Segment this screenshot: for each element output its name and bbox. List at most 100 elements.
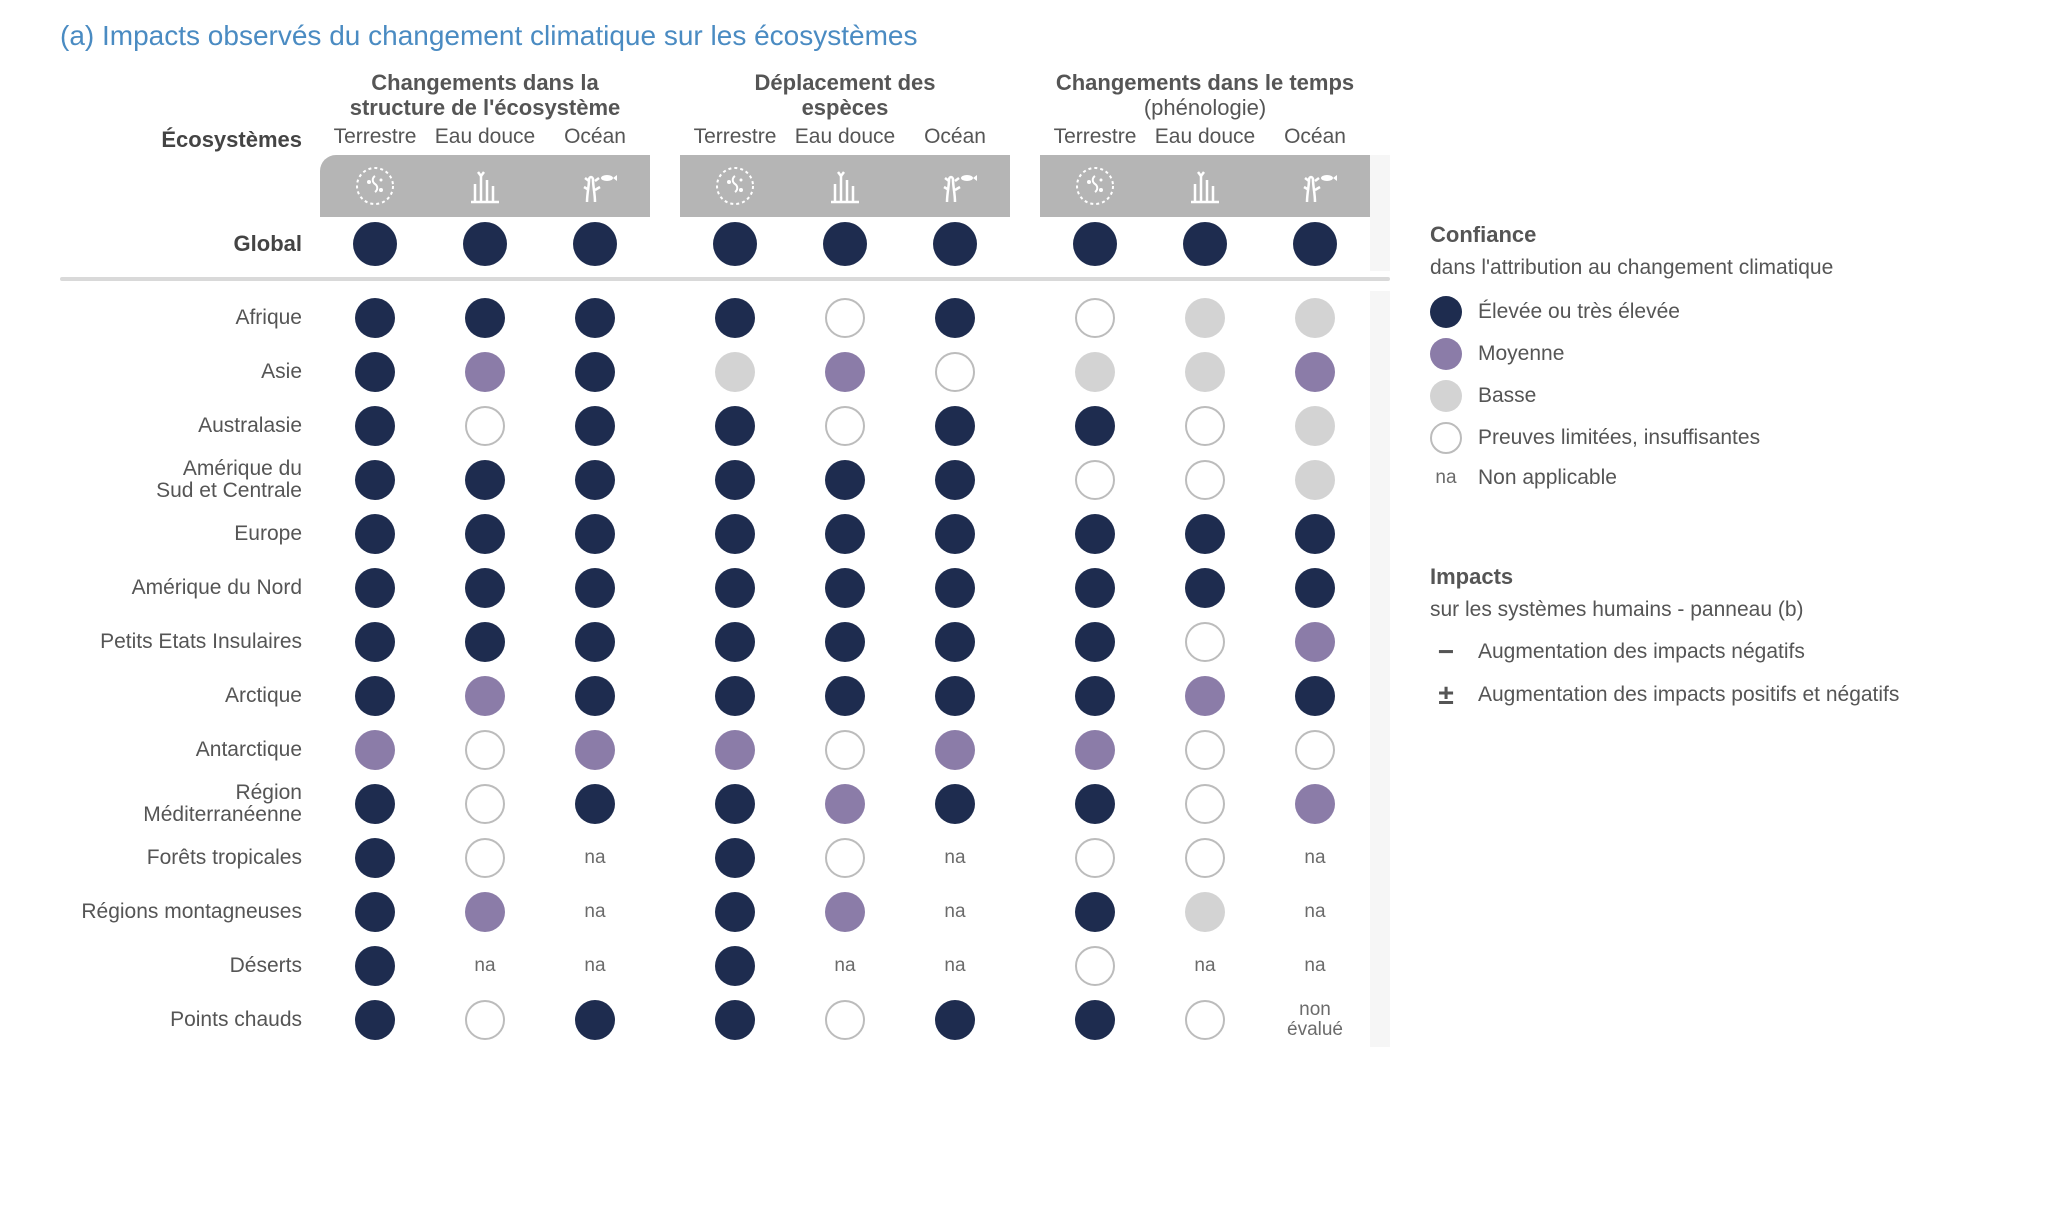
matrix-cell	[1260, 777, 1370, 831]
matrix-cell	[540, 669, 650, 723]
matrix-cell	[1150, 831, 1260, 885]
matrix-cell: na	[1260, 939, 1370, 993]
matrix-cell	[1040, 507, 1150, 561]
matrix-cell	[900, 507, 1010, 561]
legend-impacts: Impacts sur les systèmes humains - panne…	[1430, 562, 2001, 709]
matrix-cell	[790, 399, 900, 453]
legend-row: naNon applicable	[1430, 464, 2001, 492]
matrix-cell	[430, 291, 540, 345]
freshwater-icon	[430, 155, 540, 217]
matrix-cell	[790, 615, 900, 669]
matrix-cell: na	[540, 831, 650, 885]
matrix-cell	[320, 399, 430, 453]
matrix-cell	[540, 453, 650, 507]
matrix-cell	[1040, 291, 1150, 345]
matrix-cell	[540, 399, 650, 453]
matrix-cell	[790, 993, 900, 1047]
subcol-header: Océan	[1260, 125, 1370, 155]
freshwater-icon	[1150, 155, 1260, 217]
matrix-cell	[680, 831, 790, 885]
matrix-cell	[1150, 453, 1260, 507]
matrix-cell: na	[1150, 939, 1260, 993]
matrix-cell	[1260, 217, 1370, 271]
legend-items: Élevée ou très élevéeMoyenneBassePreuves…	[1430, 296, 2001, 492]
matrix-cell	[680, 939, 790, 993]
matrix-cell	[680, 291, 790, 345]
matrix-cell	[320, 453, 430, 507]
matrix-cell: na	[1260, 831, 1370, 885]
row-label: Forêts tropicales	[60, 847, 320, 869]
terrestrial-icon	[1040, 155, 1150, 217]
row-label: Asie	[60, 361, 320, 383]
matrix-cell	[1040, 615, 1150, 669]
matrix-cell	[790, 291, 900, 345]
matrix-cell	[900, 291, 1010, 345]
legend-impacts-sub: sur les systèmes humains - panneau (b)	[1430, 596, 2001, 624]
matrix-cell	[540, 217, 650, 271]
matrix-cell	[900, 993, 1010, 1047]
legend-label: Non applicable	[1478, 464, 1617, 492]
matrix-cell	[1150, 669, 1260, 723]
matrix: Changements dans lastructure de l'écosys…	[60, 70, 1390, 1047]
matrix-cell	[320, 939, 430, 993]
matrix-cell	[430, 507, 540, 561]
matrix-cell	[1040, 723, 1150, 777]
matrix-cell	[430, 777, 540, 831]
matrix-cell	[320, 615, 430, 669]
impact-label: Augmentation des impacts positifs et nég…	[1478, 681, 1899, 709]
matrix-cell	[900, 399, 1010, 453]
legend-confidence-title: Confiance	[1430, 220, 2001, 250]
matrix-cell	[1150, 993, 1260, 1047]
matrix-cell	[1150, 615, 1260, 669]
group-title: Changements dans lastructure de l'écosys…	[320, 70, 650, 125]
matrix-cell	[320, 777, 430, 831]
matrix-cell: na	[540, 939, 650, 993]
legend: Confiance dans l'attribution au changeme…	[1430, 70, 2001, 1047]
legend-label: Preuves limitées, insuffisantes	[1478, 424, 1760, 452]
matrix-cell	[680, 561, 790, 615]
matrix-cell	[430, 453, 540, 507]
matrix-cell	[790, 831, 900, 885]
row-label: Global	[60, 232, 320, 255]
matrix-grid: Changements dans lastructure de l'écosys…	[60, 70, 1390, 1047]
matrix-cell	[430, 615, 540, 669]
matrix-cell	[430, 399, 540, 453]
matrix-cell	[540, 507, 650, 561]
group-title: Déplacement desespèces	[680, 70, 1010, 125]
matrix-cell	[320, 561, 430, 615]
subcol-header: Eau douce	[790, 125, 900, 155]
matrix-cell	[320, 291, 430, 345]
matrix-cell	[790, 453, 900, 507]
matrix-cell	[540, 993, 650, 1047]
matrix-cell: na	[1260, 885, 1370, 939]
matrix-cell	[430, 345, 540, 399]
matrix-cell: na	[900, 939, 1010, 993]
matrix-cell	[540, 345, 650, 399]
matrix-cell	[790, 885, 900, 939]
matrix-cell	[900, 561, 1010, 615]
matrix-cell	[1040, 399, 1150, 453]
matrix-cell: na	[790, 939, 900, 993]
legend-row: Élevée ou très élevée	[1430, 296, 2001, 328]
impact-items: −Augmentation des impacts négatifs±Augme…	[1430, 638, 2001, 709]
main-layout: Changements dans lastructure de l'écosys…	[60, 70, 2001, 1047]
matrix-cell	[430, 217, 540, 271]
freshwater-icon	[790, 155, 900, 217]
matrix-cell	[320, 669, 430, 723]
matrix-cell	[680, 723, 790, 777]
matrix-cell	[790, 217, 900, 271]
matrix-cell	[320, 723, 430, 777]
legend-row: Moyenne	[1430, 338, 2001, 370]
matrix-cell	[1150, 777, 1260, 831]
matrix-cell	[790, 723, 900, 777]
matrix-cell	[430, 993, 540, 1047]
matrix-cell	[1150, 345, 1260, 399]
matrix-cell	[320, 993, 430, 1047]
matrix-cell	[1040, 939, 1150, 993]
matrix-cell	[430, 561, 540, 615]
terrestrial-icon	[680, 155, 790, 217]
matrix-cell	[1150, 291, 1260, 345]
matrix-cell	[790, 777, 900, 831]
matrix-cell	[540, 615, 650, 669]
legend-impacts-title: Impacts	[1430, 562, 2001, 592]
